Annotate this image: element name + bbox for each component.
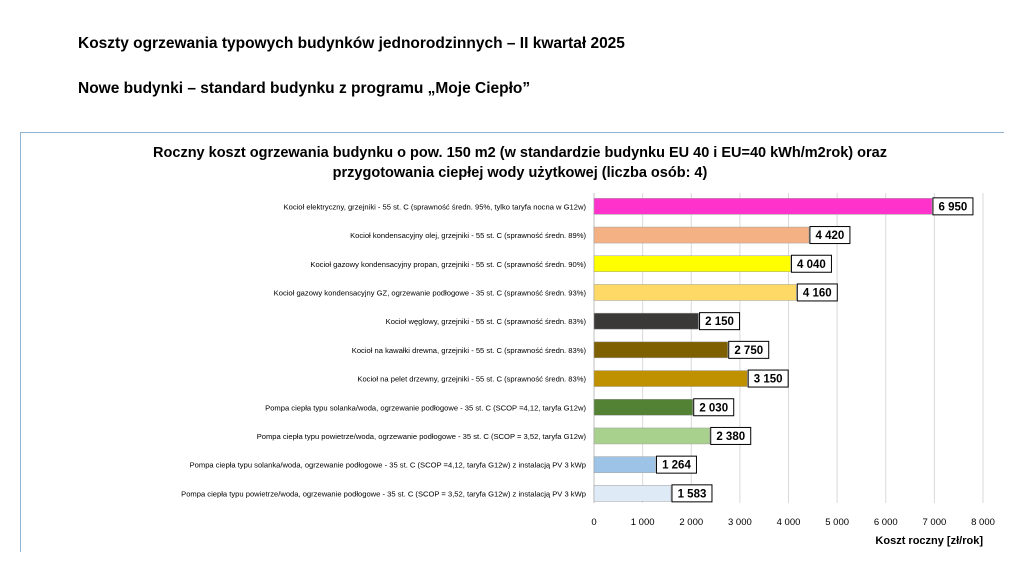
x-tick-label: 7 000 [922,517,946,528]
data-label-box [809,226,851,245]
x-tick-label: 3 000 [728,517,752,528]
data-label: 4 040 [797,259,826,271]
category-label: Pompa ciepła typu solanka/woda, ogrzewan… [265,403,586,412]
category-label: Kocioł na kawałki drewna, grzejniki - 55… [352,346,587,355]
category-label: Kocioł kondensacyjny olej, grzejniki - 5… [350,231,586,240]
category-label: Kocioł węglowy, grzejniki - 55 st. C (sp… [386,317,587,326]
data-label: 6 950 [939,201,968,213]
bar [593,284,797,301]
data-label-box [796,283,838,302]
chart-title-line-1: Roczny koszt ogrzewania budynku o pow. 1… [153,145,887,161]
bar [593,485,672,502]
category-label: Kocioł gazowy kondensacyjny propan, grze… [310,260,586,269]
bar [593,399,693,416]
bar [593,255,791,272]
data-label-box [710,426,752,445]
bar [593,370,748,387]
data-label-box [671,484,713,503]
x-tick-label: 2 000 [679,517,703,528]
x-tick-label: 4 000 [777,517,801,528]
chart-title-line-2: przygotowania ciepłej wody użytkowej (li… [332,165,708,181]
x-tick-label: 5 000 [825,517,849,528]
x-tick-label: 1 000 [631,517,655,528]
data-label: 2 750 [734,345,763,357]
chart-title: Roczny koszt ogrzewania budynku o pow. 1… [90,143,950,183]
data-label: 2 380 [716,431,745,443]
bar [593,226,810,244]
data-label-box [655,455,697,474]
data-label-box [747,369,789,388]
category-label: Pompa ciepła typu powietrze/woda, ogrzew… [257,432,587,441]
data-label-box [790,254,832,273]
category-label: Kocioł na pelet drzewny, grzejniki - 55 … [357,375,586,384]
data-label-box [699,312,741,331]
x-axis-title: Koszt roczny [zł/rok] [875,535,983,547]
bar [593,341,728,359]
page-subtitle: Nowe budynki – standard budynku z progra… [78,80,531,97]
x-tick-label: 8 000 [971,517,995,528]
page-title: Koszty ogrzewania typowych budynków jedn… [78,35,625,52]
data-label-box [932,197,974,216]
data-label: 2 030 [699,402,728,414]
data-label: 1 264 [662,460,691,472]
data-label: 1 583 [678,488,707,500]
category-label: Pompa ciepła typu solanka/woda, ogrzewan… [190,461,586,470]
data-label: 3 150 [754,374,783,386]
bar [593,456,656,473]
category-label: Pompa ciepła typu powietrze/woda, ogrzew… [181,489,586,498]
chart-frame [20,132,1004,552]
data-label-box [693,398,735,417]
data-label: 4 160 [803,287,832,299]
bar [593,427,710,445]
data-label: 2 150 [705,316,734,328]
bar [593,198,933,215]
data-label: 4 420 [816,230,845,242]
category-label: Kocioł gazowy kondensacyjny GZ, ogrzewan… [274,288,587,297]
x-tick-label: 6 000 [874,517,898,528]
x-tick-label: 0 [591,517,596,528]
category-label: Kocioł elektryczny, grzejniki - 55 st. C… [284,202,587,211]
data-label-box [728,340,770,359]
bar [593,312,699,330]
